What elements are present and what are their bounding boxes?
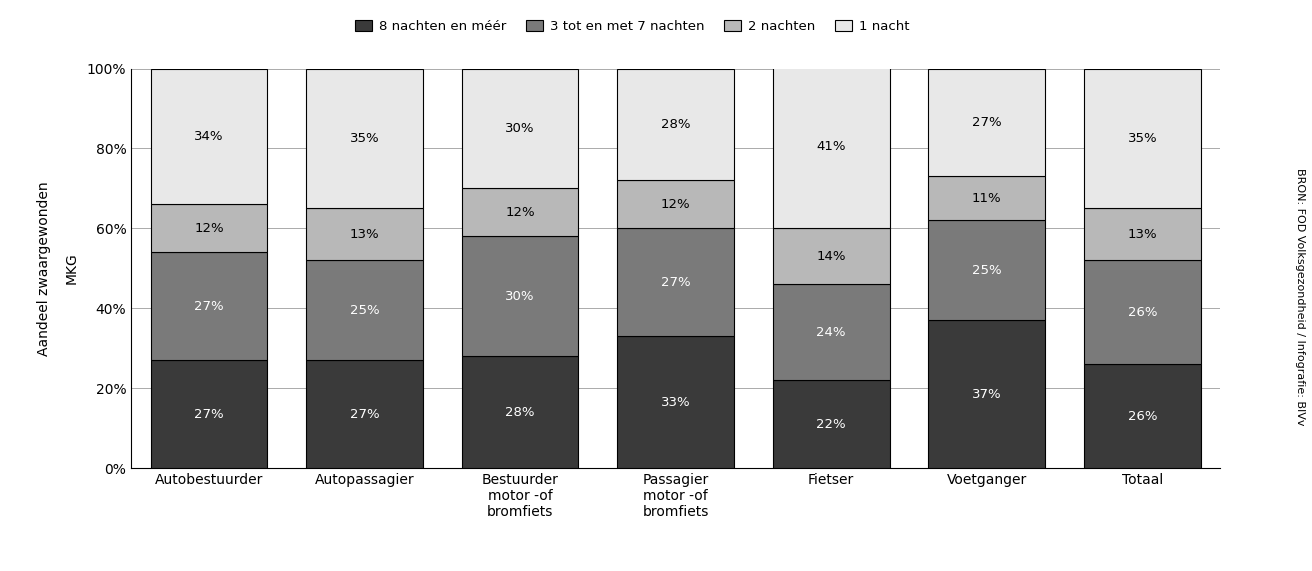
Text: 41%: 41%: [816, 140, 846, 153]
Text: 27%: 27%: [194, 408, 224, 421]
Text: 25%: 25%: [972, 264, 1001, 277]
Text: 28%: 28%: [505, 406, 535, 419]
Text: 27%: 27%: [350, 408, 379, 421]
Bar: [618, 69, 733, 180]
Text: 35%: 35%: [350, 132, 379, 145]
Text: 35%: 35%: [1127, 132, 1157, 145]
Bar: [306, 260, 422, 360]
Bar: [151, 360, 268, 468]
Bar: [618, 336, 733, 468]
Text: 24%: 24%: [816, 326, 846, 339]
Y-axis label: Aandeel zwaargewonden
MKG: Aandeel zwaargewonden MKG: [37, 181, 79, 356]
Text: 14%: 14%: [816, 250, 846, 263]
Bar: [1084, 69, 1200, 208]
Bar: [306, 69, 422, 208]
Bar: [773, 228, 890, 284]
Text: 34%: 34%: [194, 130, 224, 143]
Text: 13%: 13%: [1127, 228, 1157, 241]
Bar: [929, 220, 1046, 320]
Bar: [462, 188, 579, 236]
Bar: [1084, 364, 1200, 468]
Text: 28%: 28%: [661, 118, 690, 131]
Text: BRON: FOD Volksgezondheid / Infografie: BIVv: BRON: FOD Volksgezondheid / Infografie: …: [1295, 168, 1305, 425]
Bar: [306, 360, 422, 468]
Bar: [1084, 260, 1200, 364]
Bar: [462, 356, 579, 468]
Bar: [462, 69, 579, 188]
Text: 12%: 12%: [661, 198, 690, 211]
Text: 37%: 37%: [972, 388, 1001, 401]
Text: 27%: 27%: [972, 116, 1001, 129]
Text: 30%: 30%: [505, 290, 535, 303]
Bar: [929, 69, 1046, 176]
Text: 27%: 27%: [194, 300, 224, 313]
Text: 25%: 25%: [350, 304, 379, 317]
Bar: [773, 380, 890, 468]
Bar: [773, 284, 890, 380]
Bar: [929, 176, 1046, 220]
Bar: [462, 236, 579, 356]
Legend: 8 nachten en méér, 3 tot en met 7 nachten, 2 nachten, 1 nacht: 8 nachten en méér, 3 tot en met 7 nachte…: [350, 15, 914, 39]
Bar: [773, 65, 890, 228]
Bar: [618, 228, 733, 336]
Bar: [306, 208, 422, 260]
Bar: [151, 69, 268, 204]
Bar: [151, 252, 268, 360]
Text: 12%: 12%: [505, 206, 535, 219]
Bar: [1084, 208, 1200, 260]
Text: 26%: 26%: [1127, 410, 1157, 423]
Bar: [929, 320, 1046, 468]
Text: 12%: 12%: [194, 222, 224, 235]
Text: 22%: 22%: [816, 418, 846, 431]
Text: 33%: 33%: [661, 396, 690, 409]
Text: 27%: 27%: [661, 276, 690, 289]
Text: 26%: 26%: [1127, 306, 1157, 319]
Bar: [618, 180, 733, 228]
Text: 30%: 30%: [505, 122, 535, 135]
Text: 13%: 13%: [350, 228, 379, 241]
Text: 11%: 11%: [972, 192, 1001, 205]
Bar: [151, 204, 268, 252]
